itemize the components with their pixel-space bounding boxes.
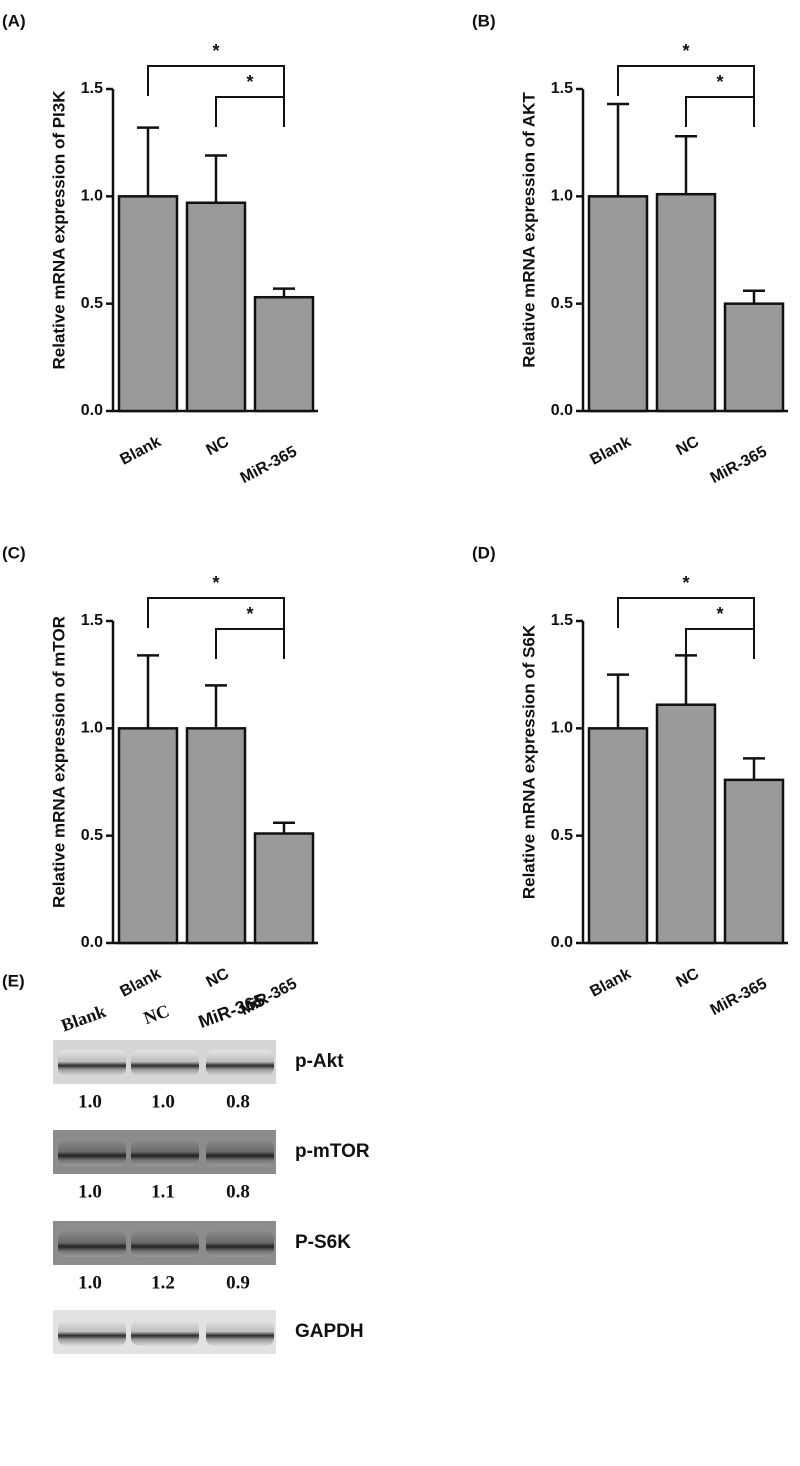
significance-bracket	[215, 628, 285, 659]
blot-band	[206, 1140, 274, 1166]
x-tick-label: Blank	[587, 433, 634, 469]
y-axis-label: Relative mRNA expression of PI3K	[49, 90, 68, 370]
significance-bracket	[617, 597, 755, 628]
significance-star: *	[212, 41, 219, 61]
blot-band	[58, 1050, 126, 1076]
significance-star: *	[716, 604, 723, 624]
y-tick-label: 1.0	[81, 188, 103, 205]
significance-star: *	[716, 72, 723, 92]
y-tick-label: 0.0	[551, 934, 573, 951]
blot-band	[58, 1140, 126, 1166]
y-tick-label: 1.5	[81, 612, 103, 629]
blot-strip	[53, 1040, 276, 1084]
blot-band	[131, 1140, 199, 1166]
y-tick-label: 1.0	[551, 188, 573, 205]
y-tick-label: 1.0	[81, 720, 103, 737]
density-value: 1.0	[78, 1181, 102, 1202]
bar	[253, 295, 315, 413]
bar	[655, 703, 717, 945]
y-tick-label: 1.0	[551, 720, 573, 737]
panel-label: (E)	[2, 971, 25, 990]
x-tick-label: NC	[203, 965, 232, 991]
x-tick-label: MiR-365	[708, 975, 770, 1019]
bar	[655, 192, 717, 413]
bar	[587, 195, 649, 413]
significance-bracket	[147, 65, 285, 96]
y-tick-label: 1.5	[551, 612, 573, 629]
density-value: 1.1	[151, 1181, 175, 1202]
x-tick-label: MiR-365	[708, 443, 770, 487]
significance-star: *	[212, 573, 219, 593]
y-tick-label: 1.5	[81, 80, 103, 97]
density-value: 1.0	[151, 1091, 175, 1112]
blot-row-label: p-Akt	[295, 1051, 344, 1072]
density-value: 1.2	[151, 1272, 175, 1293]
bar	[723, 778, 785, 945]
blot-band	[58, 1320, 126, 1346]
panel-label: (A)	[2, 11, 26, 30]
y-tick-label: 0.5	[551, 827, 573, 844]
y-tick-label: 0.5	[81, 295, 103, 312]
blot-band	[58, 1231, 126, 1257]
density-value: 1.0	[78, 1091, 102, 1112]
significance-star: *	[682, 41, 689, 61]
blot-band	[131, 1320, 199, 1346]
blot-strip	[53, 1130, 276, 1174]
blot-band	[131, 1050, 199, 1076]
blot-row-label: P-S6K	[295, 1232, 351, 1253]
panel-label: (D)	[472, 543, 496, 562]
bar	[587, 727, 649, 945]
bar	[723, 302, 785, 413]
significance-star: *	[682, 573, 689, 593]
x-tick-label: Blank	[117, 965, 164, 1001]
blot-strip	[53, 1221, 276, 1265]
y-tick-label: 0.0	[551, 402, 573, 419]
significance-bracket	[685, 628, 755, 659]
bar	[185, 201, 247, 413]
lane-label: Blank	[58, 1001, 108, 1036]
significance-bracket	[147, 597, 285, 628]
significance-star: *	[246, 604, 253, 624]
blot-band	[206, 1231, 274, 1257]
x-tick-label: NC	[673, 433, 702, 459]
y-tick-label: 0.0	[81, 934, 103, 951]
bar	[117, 195, 179, 413]
significance-bracket	[617, 65, 755, 96]
lane-label: MiR-365	[196, 990, 268, 1032]
y-tick-label: 0.5	[551, 295, 573, 312]
x-tick-label: NC	[203, 433, 232, 459]
blot-row-label: GAPDH	[295, 1321, 364, 1342]
panel-label: (B)	[472, 11, 496, 30]
blot-band	[206, 1320, 274, 1346]
y-axis-label: Relative mRNA expression of mTOR	[49, 616, 68, 908]
blot-band	[131, 1231, 199, 1257]
x-tick-label: NC	[673, 965, 702, 991]
significance-star: *	[246, 72, 253, 92]
bar	[117, 727, 179, 945]
bar	[253, 832, 315, 945]
y-tick-label: 1.5	[551, 80, 573, 97]
x-tick-label: Blank	[587, 965, 634, 1001]
blot-strip	[53, 1310, 276, 1354]
density-value: 0.9	[226, 1272, 250, 1293]
blot-band	[206, 1050, 274, 1076]
density-value: 0.8	[226, 1181, 250, 1202]
blot-row-label: p-mTOR	[295, 1141, 370, 1162]
significance-bracket	[685, 96, 755, 127]
x-tick-label: Blank	[117, 433, 164, 469]
y-axis-label: Relative mRNA expression of S6K	[519, 624, 538, 899]
lane-label: NC	[141, 1000, 172, 1028]
significance-bracket	[215, 96, 285, 127]
density-value: 1.0	[78, 1272, 102, 1293]
y-tick-label: 0.5	[81, 827, 103, 844]
density-value: 0.8	[226, 1091, 250, 1112]
bar	[185, 727, 247, 945]
y-tick-label: 0.0	[81, 402, 103, 419]
panel-label: (C)	[2, 543, 26, 562]
x-tick-label: MiR-365	[238, 443, 300, 487]
y-axis-label: Relative mRNA expression of AKT	[519, 92, 538, 368]
